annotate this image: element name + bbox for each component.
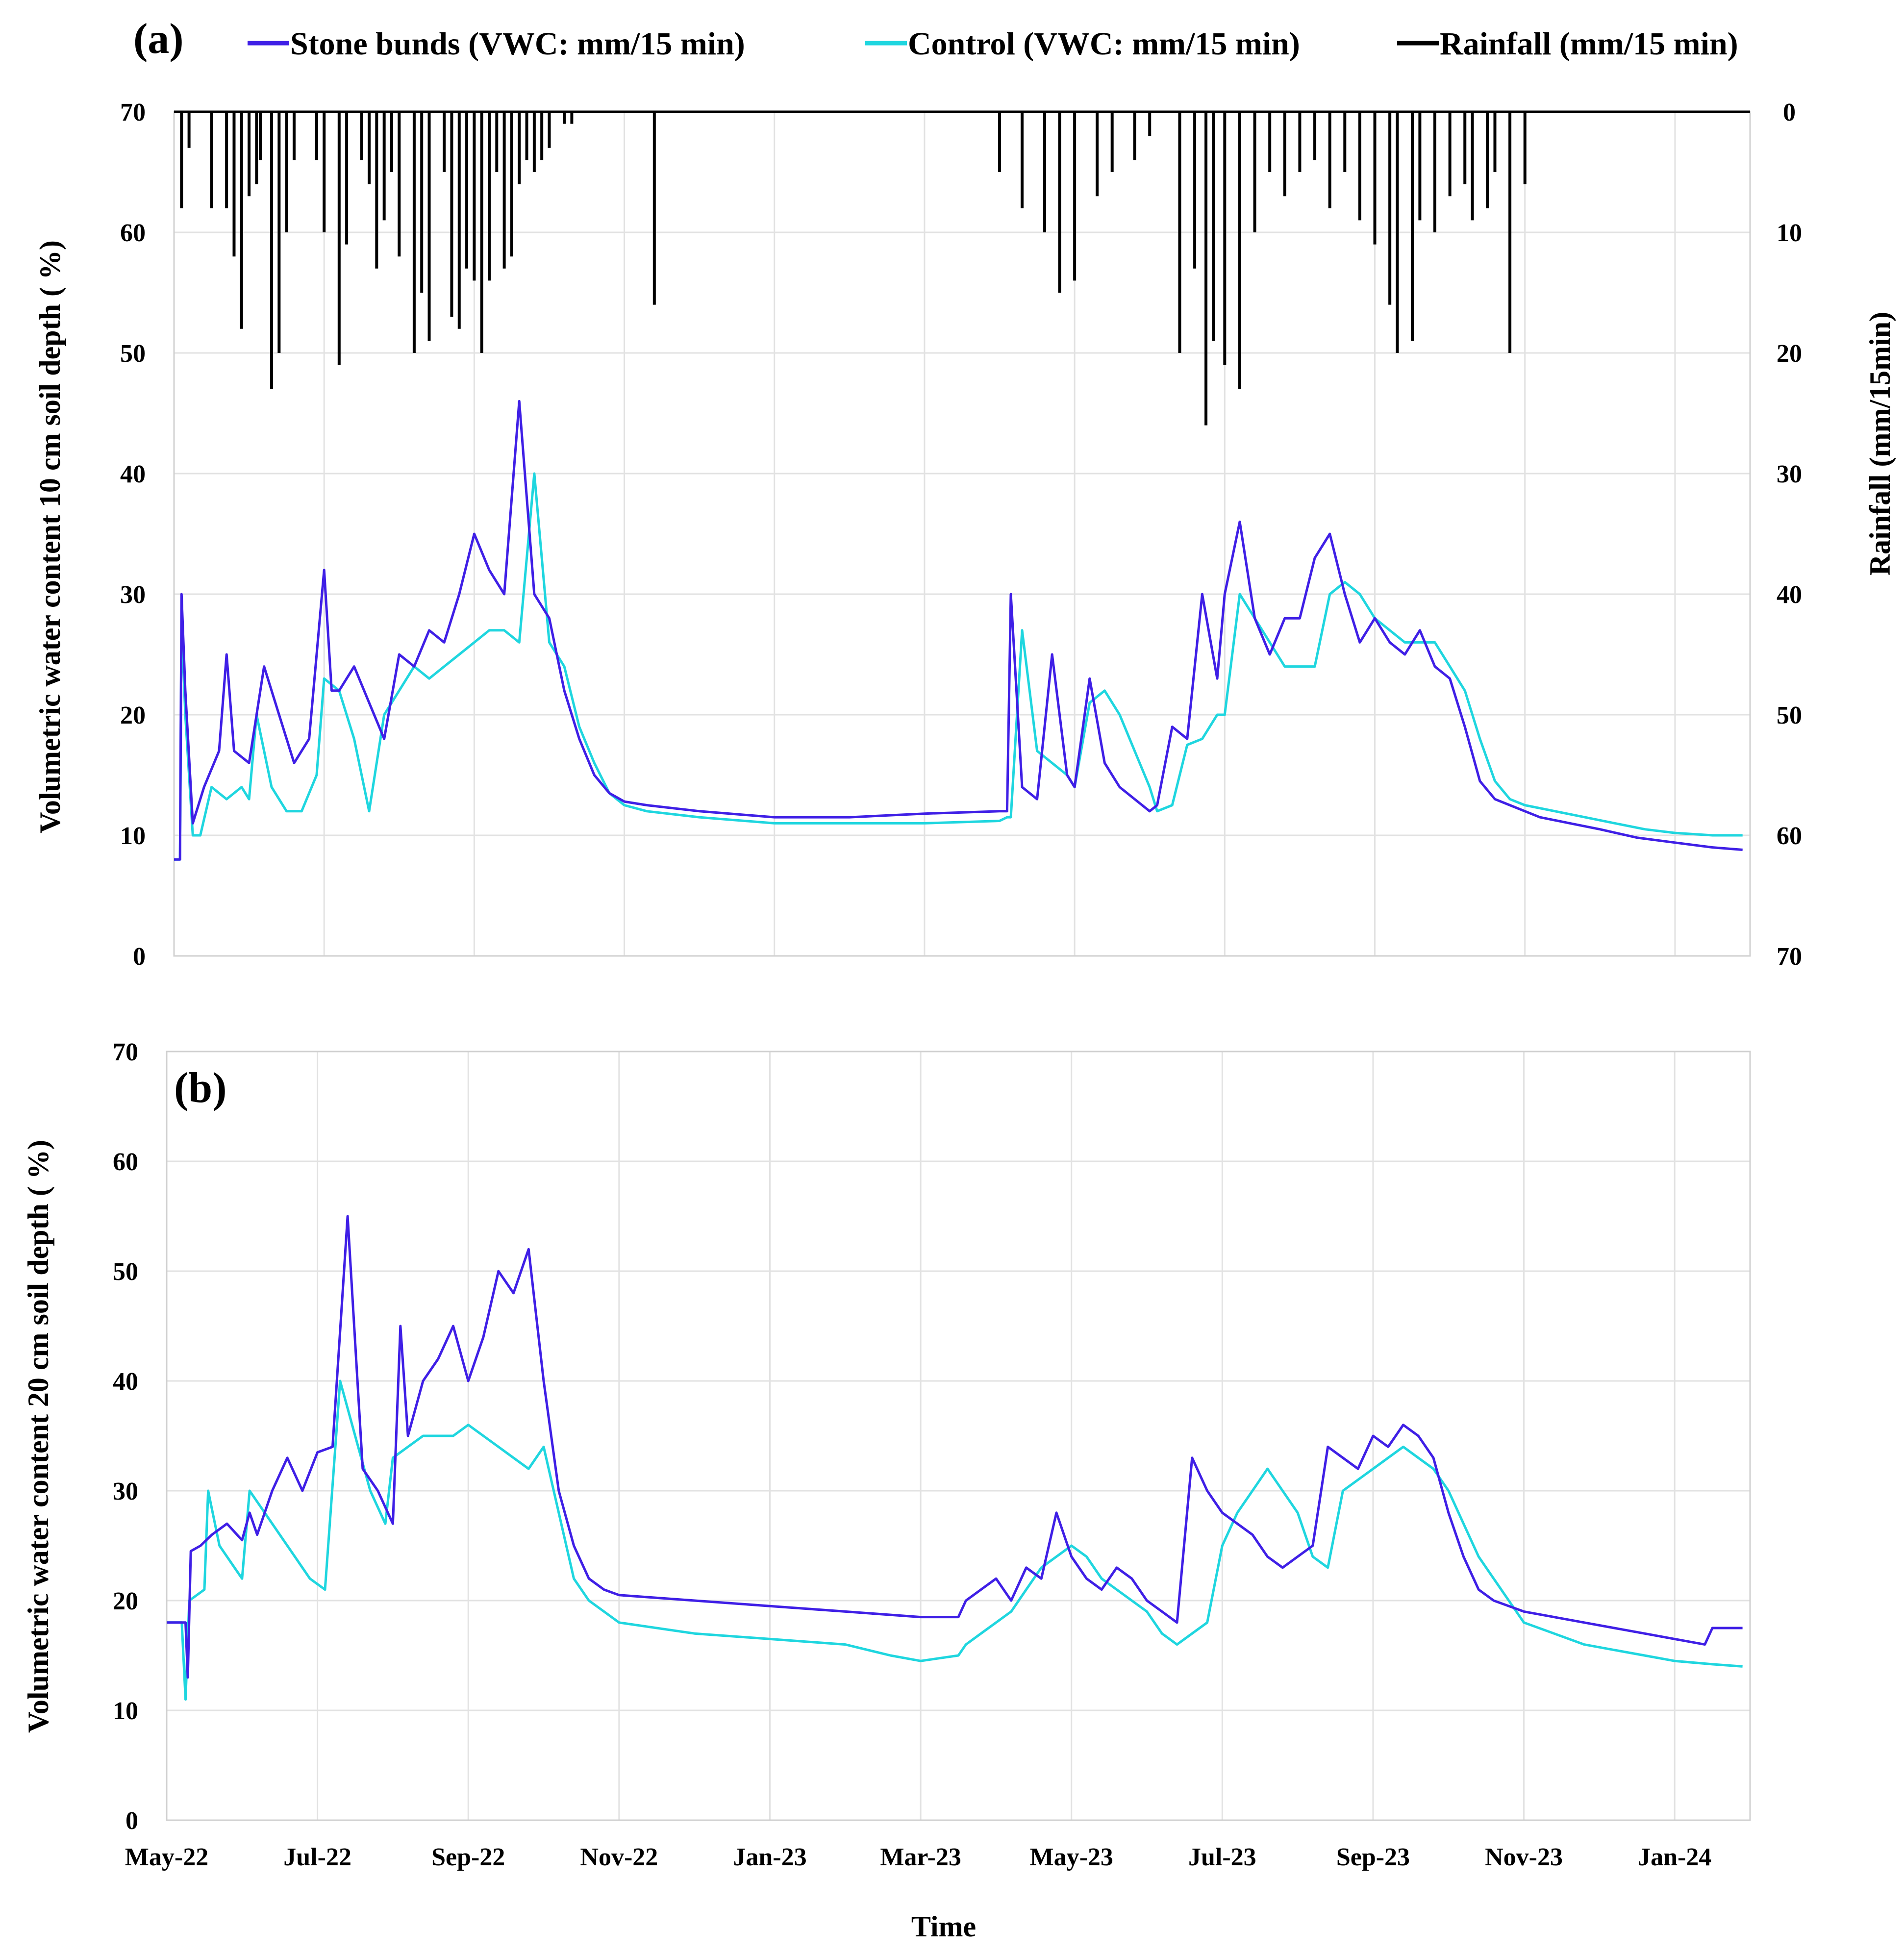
- y-tick-label: 0: [125, 1807, 138, 1835]
- y-tick-label: 40: [113, 1368, 138, 1396]
- panel-b-x-ticks: May-22 Jul-22 Sep-22 Nov-22 Jan-23 Mar-23 May-…: [125, 1843, 1712, 1871]
- x-tick-label: May-23: [1030, 1843, 1113, 1871]
- y-tick-label: 70: [113, 1038, 138, 1066]
- panel-b-plot-frame: [166, 1051, 1751, 1821]
- panel-a-rainfall-bars: [180, 112, 1527, 426]
- panel-b: 0 10 20 30 40 50 60 70 May-22 Jul-22 Sep-22 Nov-22…: [22, 1038, 1751, 1943]
- x-tick-label: Sep-23: [1336, 1843, 1410, 1871]
- y-tick-label: 60: [120, 219, 146, 247]
- legend: Stone bunds (VWC: mm/15 min) Control (VW…: [248, 26, 1738, 62]
- x-tick-label: Jan-24: [1638, 1843, 1711, 1871]
- y-tick-label: 50: [120, 340, 146, 368]
- panel-a-y2-ticks: 0 10 20 30 40 50 60 70: [1777, 99, 1802, 971]
- y-tick-label: 0: [133, 943, 146, 971]
- panel-b-y-axis-title: Volumetric water content 20 cm soil dept…: [22, 1140, 54, 1733]
- panel-b-y-ticks: 0 10 20 30 40 50 60 70: [113, 1038, 138, 1835]
- panel-b-stone-bunds-line: [167, 1215, 1743, 1679]
- y2-tick-label: 10: [1777, 219, 1802, 247]
- y-tick-label: 40: [120, 460, 146, 488]
- y2-tick-label: 40: [1777, 581, 1802, 609]
- y-tick-label: 70: [120, 99, 146, 126]
- legend-label-rainfall: Rainfall (mm/15 min): [1440, 26, 1738, 62]
- legend-label-control: Control (VWC: mm/15 min): [908, 26, 1300, 62]
- y-tick-label: 60: [113, 1148, 138, 1176]
- y2-tick-label: 70: [1777, 943, 1802, 971]
- x-tick-label: Nov-22: [580, 1843, 658, 1871]
- legend-label-stone-bunds: Stone bunds (VWC: mm/15 min): [290, 26, 745, 62]
- panel-a-y-axis-title: Volumetric water content 10 cm soil dept…: [34, 240, 66, 833]
- y2-tick-label: 50: [1777, 702, 1802, 729]
- y2-tick-label: 60: [1777, 822, 1802, 850]
- x-tick-label: Jul-22: [283, 1843, 351, 1871]
- y2-tick-label: 20: [1777, 340, 1802, 368]
- x-tick-label: Mar-23: [880, 1843, 961, 1871]
- panel-b-control-line: [167, 1379, 1743, 1701]
- y-tick-label: 10: [120, 822, 146, 850]
- panel-a: 0 10 20 30 40 50 60 70 0 10 20 30 40 50 60 70 (a) Volu…: [34, 15, 1896, 971]
- x-tick-label: May-22: [125, 1843, 208, 1871]
- y-tick-label: 30: [113, 1478, 138, 1505]
- panel-a-y-ticks: 0 10 20 30 40 50 60 70: [120, 99, 146, 971]
- x-tick-label: Nov-23: [1485, 1843, 1563, 1871]
- panel-a-label: (a): [133, 15, 184, 63]
- panel-b-label: (b): [174, 1064, 227, 1112]
- y-tick-label: 20: [120, 702, 146, 729]
- y-tick-label: 30: [120, 581, 146, 609]
- y-tick-label: 20: [113, 1587, 138, 1615]
- panel-a-stone-bunds-line: [174, 400, 1743, 861]
- panel-b-x-axis-title: Time: [911, 1910, 976, 1943]
- y2-tick-label: 30: [1777, 460, 1802, 488]
- x-tick-label: Jul-23: [1188, 1843, 1256, 1871]
- x-tick-label: Jan-23: [733, 1843, 806, 1871]
- y-tick-label: 50: [113, 1258, 138, 1286]
- panel-a-y2-axis-title: Rainfall (mm/15min): [1864, 312, 1896, 576]
- y-tick-label: 10: [113, 1697, 138, 1725]
- y2-tick-label: 0: [1783, 99, 1796, 126]
- x-tick-label: Sep-22: [431, 1843, 505, 1871]
- panel-a-control-line: [174, 472, 1743, 861]
